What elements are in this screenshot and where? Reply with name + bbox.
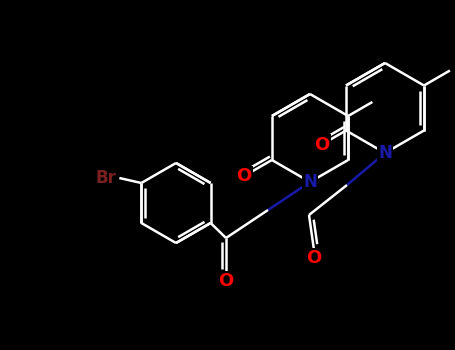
Text: N: N (378, 144, 392, 162)
Text: O: O (306, 249, 322, 267)
Text: O: O (314, 135, 329, 154)
Text: N: N (303, 173, 317, 191)
Text: O: O (237, 167, 252, 185)
Text: O: O (218, 272, 233, 290)
Text: Br: Br (96, 169, 117, 187)
